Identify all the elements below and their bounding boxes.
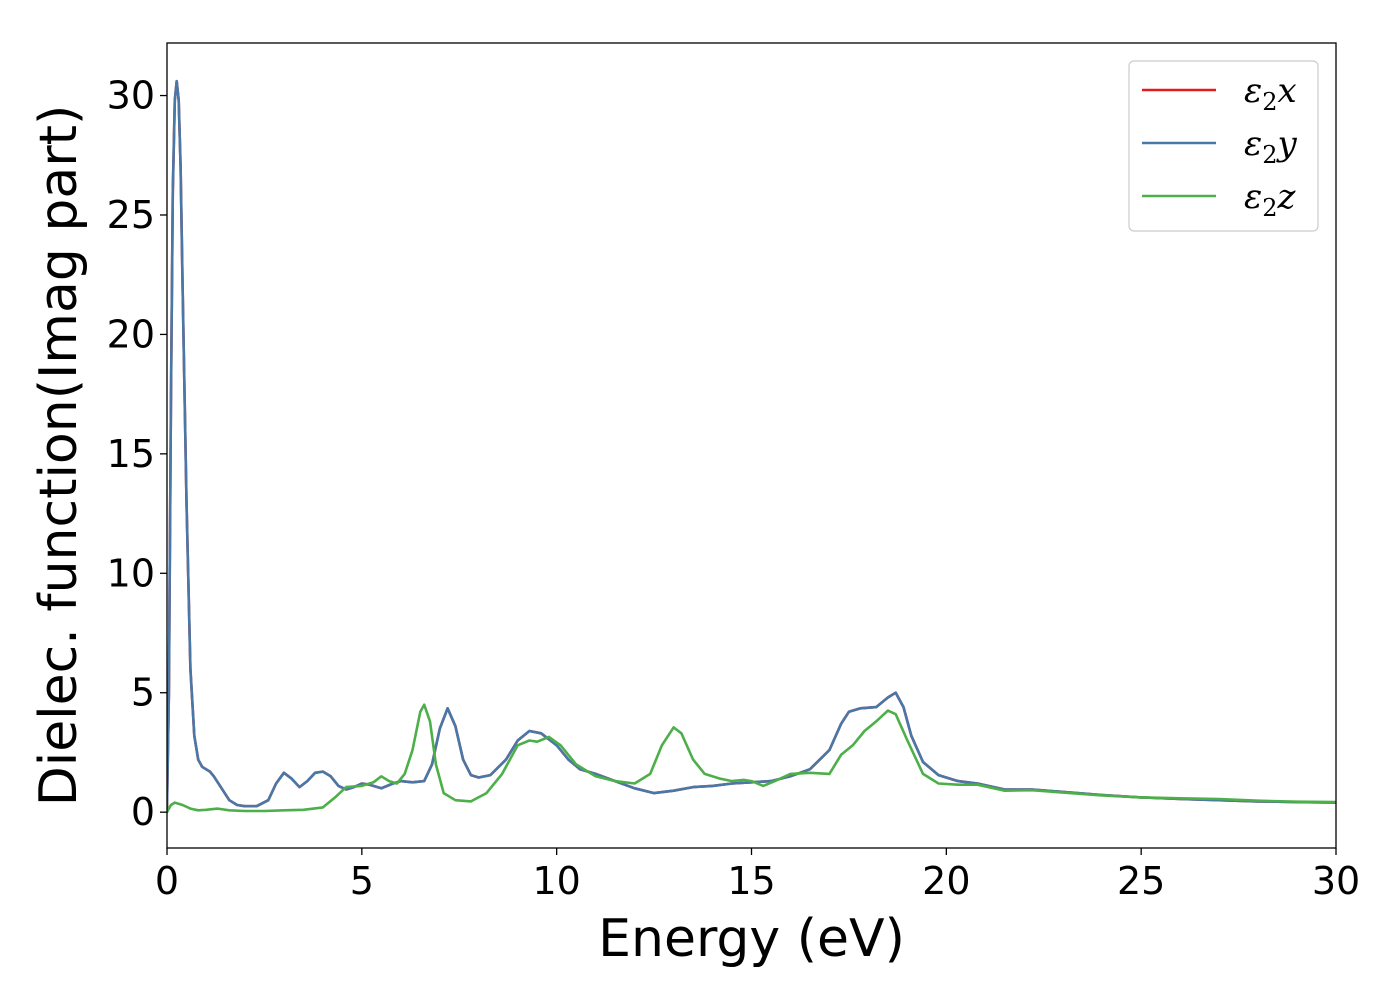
series-layer (167, 79, 1336, 814)
x-tick-label: 15 (727, 859, 775, 903)
x-tick-label: 10 (532, 859, 580, 903)
y-tick-label: 5 (131, 671, 155, 715)
series-line-z (167, 703, 1336, 814)
series-line-y (167, 79, 1336, 809)
legend-label-x: ε2x (1244, 71, 1297, 116)
x-tick-label: 5 (350, 859, 374, 903)
y-axis-label: Dielec. function(Imag part) (29, 105, 89, 807)
x-tick-label: 20 (922, 859, 970, 903)
legend-label-y: ε2y (1244, 124, 1298, 169)
legend: ε2x ε2y ε2z (1128, 60, 1319, 232)
y-tick-label: 30 (107, 74, 155, 118)
legend-label-z: ε2z (1244, 177, 1297, 222)
y-tick-label: 20 (107, 312, 155, 356)
x-tick-label: 30 (1312, 859, 1360, 903)
y-tick-label: 10 (107, 551, 155, 595)
y-tick-label: 0 (131, 790, 155, 834)
y-tick-label: 25 (107, 193, 155, 237)
x-tick-label: 25 (1117, 859, 1165, 903)
y-tick-label: 15 (107, 432, 155, 476)
legend-box (1128, 60, 1319, 232)
ticks-layer: 0 5 10 15 20 25 30 0 5 10 15 20 25 30 (107, 74, 1361, 903)
x-tick-label: 0 (155, 859, 179, 903)
x-axis-label: Energy (eV) (598, 909, 905, 969)
